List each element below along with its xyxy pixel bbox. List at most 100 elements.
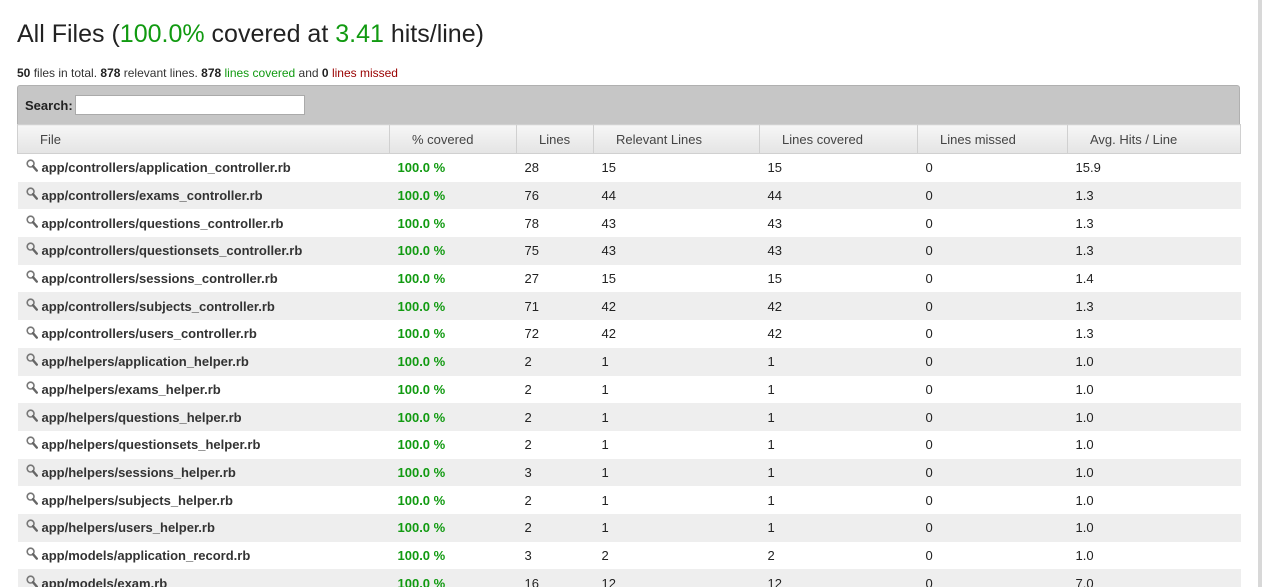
magnifier-icon[interactable] — [25, 492, 38, 508]
table-row: app/helpers/questionsets_helper.rb 100.0 … — [17, 430, 1241, 459]
file-cell[interactable]: app/helpers/questionsets_helper.rb — [17, 430, 390, 459]
file-link[interactable]: app/controllers/users_controller.rb — [41, 326, 257, 342]
coverage-percent: 100.0% — [119, 20, 205, 48]
file-cell[interactable]: app/helpers/sessions_helper.rb — [17, 458, 390, 487]
files-table: File % covered Lines Relevant Lines Line… — [17, 124, 1241, 587]
file-cell[interactable]: app/controllers/questionsets_controller.… — [17, 237, 390, 265]
magnifier-icon[interactable] — [25, 575, 38, 587]
lines-covered-cell: 12 — [759, 569, 918, 587]
lines-cell: 16 — [516, 569, 594, 587]
main-content: All Files (100.0% covered at 3.41 hits/l… — [17, 0, 1241, 587]
coverage-summary: 50 files in total. 878 relevant lines. 8… — [17, 66, 1240, 80]
lines-missed-cell: 0 — [917, 292, 1068, 321]
lines-missed-cell: 0 — [917, 153, 1068, 182]
percent-covered-cell: 100.0 % — [389, 513, 517, 542]
avg-hits-cell: 1.3 — [1067, 209, 1241, 238]
magnifier-icon[interactable] — [25, 408, 38, 425]
avg-hits-cell: 1.0 — [1067, 375, 1241, 404]
file-cell[interactable]: app/models/application_record.rb — [17, 541, 390, 570]
file-link[interactable]: app/controllers/questions_controller.rb — [41, 215, 284, 231]
relevant-lines-cell: 1 — [593, 458, 760, 487]
column-header-relevant-lines[interactable]: Relevant Lines — [593, 124, 760, 154]
lines-cell: 3 — [516, 458, 594, 487]
file-cell[interactable]: app/controllers/exams_controller.rb — [17, 181, 390, 210]
file-link[interactable]: app/controllers/application_controller.r… — [41, 160, 291, 176]
page-title: All Files (100.0% covered at 3.41 hits/l… — [17, 0, 1240, 49]
column-header-lines-covered[interactable]: Lines covered — [759, 124, 918, 154]
magnifier-icon[interactable] — [25, 464, 38, 480]
magnifier-icon[interactable] — [25, 547, 38, 563]
file-cell[interactable]: app/controllers/sessions_controller.rb — [17, 264, 390, 293]
file-link[interactable]: app/controllers/subjects_controller.rb — [41, 298, 275, 314]
file-link[interactable]: app/controllers/exams_controller.rb — [41, 188, 263, 203]
relevant-lines-cell: 1 — [593, 375, 760, 404]
relevant-lines-cell: 43 — [593, 237, 760, 265]
file-link[interactable]: app/helpers/sessions_helper.rb — [41, 464, 236, 480]
lines-cell: 78 — [516, 209, 594, 238]
column-header-percent-covered[interactable]: % covered — [389, 124, 517, 154]
lines-cell: 2 — [516, 347, 594, 376]
lines-covered-cell: 42 — [759, 320, 918, 348]
file-cell[interactable]: app/helpers/exams_helper.rb — [17, 375, 390, 404]
file-link[interactable]: app/helpers/exams_helper.rb — [41, 381, 221, 397]
magnifier-icon[interactable] — [25, 353, 38, 369]
percent-covered-cell: 100.0 % — [389, 486, 517, 514]
column-header-file[interactable]: File — [17, 124, 390, 154]
search-input[interactable] — [74, 95, 305, 115]
magnifier-icon[interactable] — [25, 381, 38, 397]
lines-covered-cell: 43 — [759, 237, 918, 265]
table-header-row: File % covered Lines Relevant Lines Line… — [17, 124, 1241, 154]
magnifier-icon[interactable] — [25, 270, 38, 286]
table-row: app/controllers/users_controller.rb 100.0… — [17, 320, 1241, 348]
file-link[interactable]: app/models/application_record.rb — [41, 547, 251, 563]
file-cell[interactable]: app/models/exam.rb — [17, 569, 390, 587]
covered-text: lines covered — [221, 66, 296, 80]
avg-hits-cell: 1.0 — [1067, 458, 1241, 487]
file-cell[interactable]: app/helpers/users_helper.rb — [17, 513, 390, 542]
percent-covered-cell: 100.0 % — [389, 209, 517, 238]
percent-covered-cell: 100.0 % — [389, 181, 517, 210]
magnifier-icon[interactable] — [25, 325, 38, 342]
table-row: app/models/application_record.rb 100.0 % 3… — [17, 541, 1241, 570]
file-link[interactable]: app/helpers/users_helper.rb — [41, 520, 215, 536]
file-cell[interactable]: app/helpers/subjects_helper.rb — [17, 486, 390, 514]
magnifier-icon[interactable] — [25, 215, 38, 231]
file-cell[interactable]: app/controllers/subjects_controller.rb — [17, 292, 390, 321]
lines-covered-cell: 2 — [759, 541, 918, 570]
file-link[interactable]: app/controllers/sessions_controller.rb — [41, 271, 278, 287]
file-cell[interactable]: app/helpers/application_helper.rb — [17, 347, 390, 376]
avg-hits-cell: 1.3 — [1067, 237, 1241, 265]
file-link[interactable]: app/helpers/application_helper.rb — [41, 354, 249, 370]
magnifier-icon[interactable] — [25, 436, 38, 452]
scrollbar-track[interactable] — [1258, 0, 1262, 587]
lines-missed-cell: 0 — [917, 320, 1068, 348]
magnifier-icon[interactable] — [25, 159, 38, 175]
column-header-lines-missed[interactable]: Lines missed — [917, 124, 1068, 154]
missed-count: 0 — [321, 66, 329, 80]
file-cell[interactable]: app/helpers/questions_helper.rb — [17, 403, 390, 431]
magnifier-icon[interactable] — [25, 519, 38, 535]
magnifier-icon[interactable] — [25, 298, 38, 314]
percent-covered-cell: 100.0 % — [389, 541, 517, 570]
search-label: Search: — [25, 97, 73, 113]
lines-missed-cell: 0 — [917, 375, 1068, 404]
file-link[interactable]: app/models/exam.rb — [41, 575, 168, 587]
column-header-lines[interactable]: Lines — [516, 124, 594, 154]
column-header-avg-hits[interactable]: Avg. Hits / Line — [1067, 124, 1241, 154]
file-cell[interactable]: app/controllers/application_controller.r… — [17, 153, 390, 182]
relevant-lines-cell: 15 — [593, 264, 760, 293]
percent-covered-cell: 100.0 % — [389, 347, 517, 376]
table-row: app/helpers/subjects_helper.rb 100.0 % 2 1 1… — [17, 486, 1241, 514]
file-cell[interactable]: app/controllers/users_controller.rb — [17, 320, 390, 348]
avg-hits-cell: 7.0 — [1067, 569, 1241, 587]
file-link[interactable]: app/helpers/questions_helper.rb — [41, 409, 242, 425]
lines-missed-cell: 0 — [917, 347, 1068, 376]
magnifier-icon[interactable] — [25, 242, 38, 258]
table-row: app/helpers/users_helper.rb 100.0 % 2 1 1 0 1.… — [17, 513, 1241, 542]
file-link[interactable]: app/helpers/questionsets_helper.rb — [41, 437, 261, 453]
file-link[interactable]: app/helpers/subjects_helper.rb — [41, 492, 233, 508]
magnifier-icon[interactable] — [25, 187, 38, 203]
file-link[interactable]: app/controllers/questionsets_controller.… — [41, 243, 303, 259]
file-cell[interactable]: app/controllers/questions_controller.rb — [17, 209, 390, 238]
relevant-lines-cell: 1 — [593, 486, 760, 514]
